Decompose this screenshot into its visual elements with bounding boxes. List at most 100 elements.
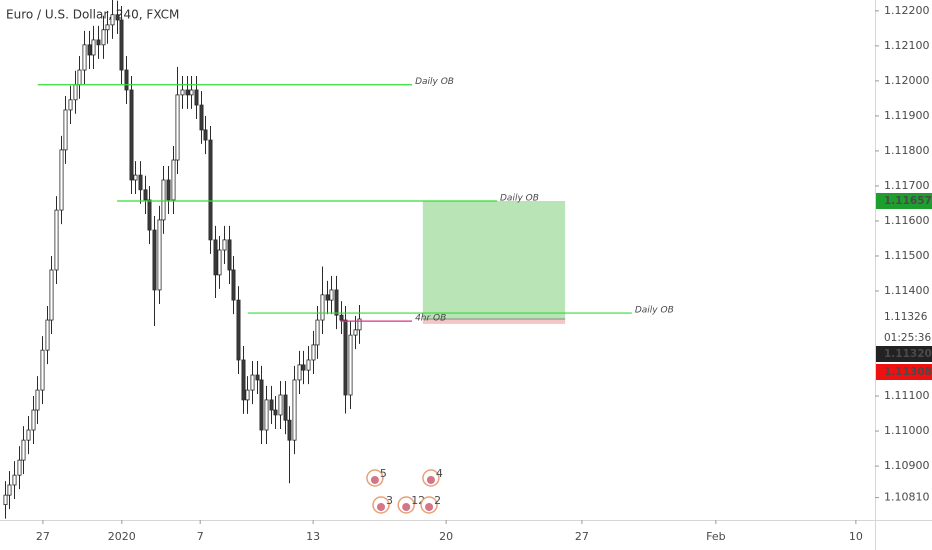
candle-body — [250, 374, 255, 391]
event-flag — [370, 476, 379, 484]
candle-body — [273, 409, 278, 416]
candle-body — [231, 269, 236, 301]
candle-body — [227, 239, 232, 271]
price-label: 1.11308 — [884, 366, 932, 378]
x-tick-label: 20 — [439, 530, 453, 543]
candle-body — [203, 129, 208, 141]
price-label-box — [876, 308, 932, 325]
x-tick-label: Feb — [706, 530, 725, 543]
x-tick-label: 10 — [849, 530, 863, 543]
y-tick-label: 1.12000 — [884, 74, 930, 87]
candle-body — [87, 44, 92, 56]
event-flag — [377, 503, 385, 511]
candle-body — [138, 174, 143, 191]
candle-body — [101, 29, 106, 46]
event-flag — [426, 476, 435, 484]
annotation-label: Daily OB — [500, 193, 539, 203]
candle-body — [17, 459, 22, 476]
candle-body — [171, 159, 176, 201]
candle-body — [12, 474, 17, 486]
candle-body — [348, 334, 353, 396]
candle-body — [115, 14, 120, 21]
candle-body — [343, 319, 348, 396]
candle-body — [40, 349, 45, 391]
candle-body — [357, 318, 362, 331]
candle-body — [185, 89, 190, 96]
event-label: 3 — [386, 494, 393, 507]
annotation-label: 4hr OB — [415, 314, 446, 324]
candle-body — [320, 294, 325, 321]
countdown: 01:25:36 — [884, 332, 931, 344]
candle-body — [339, 314, 344, 321]
candle-body — [59, 149, 64, 211]
candle-body — [189, 89, 194, 96]
candle-body — [222, 239, 227, 251]
y-tick-label: 1.10900 — [884, 459, 930, 472]
candle-body — [175, 94, 180, 161]
candle-body — [287, 419, 292, 441]
price-label-box — [876, 192, 932, 209]
candle-body — [105, 24, 110, 31]
y-tick-label: 1.11700 — [884, 179, 930, 192]
y-tick-label: 1.12200 — [884, 4, 930, 17]
candle-body — [213, 239, 218, 276]
y-tick-label: 1.11400 — [884, 284, 930, 297]
candle-body — [259, 379, 264, 431]
candle-body — [91, 39, 96, 56]
annotation-label: Daily OB — [415, 77, 454, 87]
candle-body — [236, 299, 241, 361]
candle-body — [245, 389, 250, 401]
y-tick-label: 1.10810 — [884, 491, 930, 504]
candle-body — [297, 364, 302, 381]
candle-body — [68, 99, 73, 111]
price-label-box — [876, 346, 932, 362]
candle-body — [283, 394, 288, 421]
candle-body — [82, 44, 87, 71]
candle-body — [26, 429, 31, 441]
event-flag — [402, 503, 411, 511]
y-tick-label: 1.11500 — [884, 249, 930, 262]
candle-body — [241, 359, 246, 401]
price-label-box — [876, 364, 932, 380]
price-label: 1.11657 — [884, 195, 932, 207]
candle-body — [54, 209, 59, 271]
candle-body — [31, 409, 36, 431]
candle-body — [311, 344, 316, 361]
candle-body — [96, 39, 101, 46]
candle-body — [255, 374, 260, 381]
candle-body — [63, 109, 68, 151]
candle-body — [143, 189, 148, 201]
price-label: 1.11320 — [884, 348, 932, 360]
x-tick-label: 7 — [197, 530, 204, 543]
candle-body — [329, 289, 334, 301]
candle-body — [7, 484, 12, 496]
candle-body — [119, 19, 124, 71]
candle-body — [180, 89, 185, 96]
candle-body — [278, 394, 283, 416]
candle-body — [292, 379, 297, 441]
candle-body — [306, 359, 311, 371]
candle-body — [217, 249, 222, 276]
position-stop-zone — [422, 319, 566, 324]
candle-body — [77, 69, 82, 86]
candle-body — [110, 14, 115, 26]
event-label: 2 — [434, 494, 441, 507]
candle-body — [301, 364, 306, 371]
candle-body — [133, 174, 138, 181]
x-tick-label: 27 — [36, 530, 50, 543]
candle-body — [124, 69, 129, 91]
candle-body — [147, 199, 152, 231]
event-flag — [425, 503, 434, 511]
candle-body — [161, 179, 166, 221]
candle-body — [325, 294, 330, 301]
candle-body — [152, 229, 157, 291]
candle-body — [208, 139, 213, 241]
price-label: 1.11326 — [884, 311, 928, 323]
x-tick-label: 13 — [306, 530, 320, 543]
position-target-zone — [422, 200, 566, 320]
y-tick-label: 1.11900 — [884, 109, 930, 122]
candle-body — [21, 439, 26, 461]
x-tick-label: 27 — [575, 530, 589, 543]
candle-body — [199, 104, 204, 131]
